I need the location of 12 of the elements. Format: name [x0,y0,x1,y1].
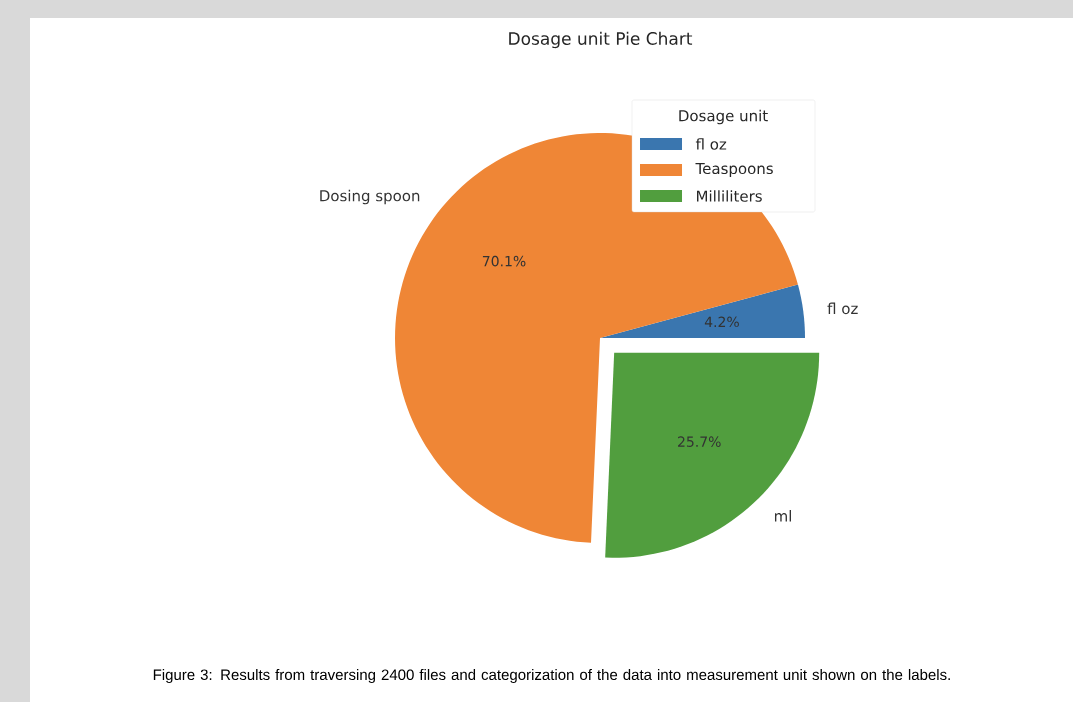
legend-label: Teaspoons [695,162,773,178]
legend-label: Milliliters [697,190,762,202]
text: ml [774,510,791,522]
legend-label: fl oz [695,138,727,150]
data-label: 4.2% [704,316,739,328]
text: Dosing spoon [320,189,420,205]
chart-title: Dosage unit Pie Chart [509,31,693,49]
data-label: 25.7% [678,436,721,447]
legend-title: Dosage unit [679,109,768,125]
text: fl oz [827,302,858,315]
data-label: 70.1% [482,255,526,267]
caption: Figure 3: Results from traversing 2400 files and categorization of the data into measurement unit shown on the labels. [153,669,950,683]
